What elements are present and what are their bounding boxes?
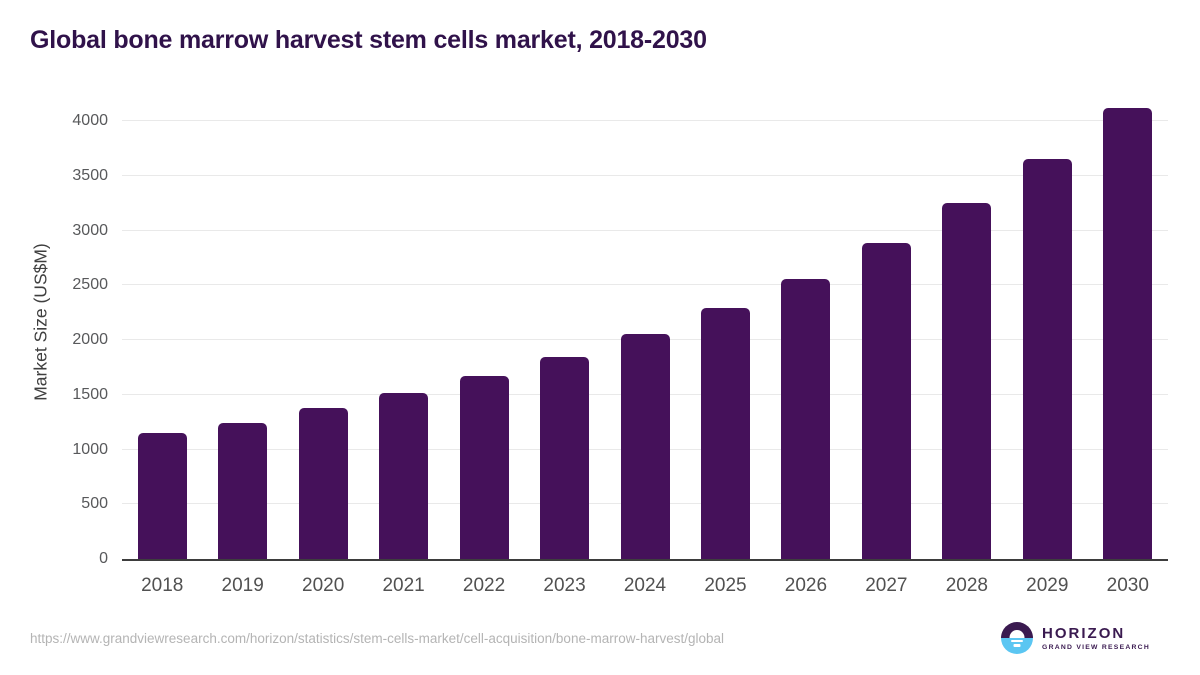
x-tick-label: 2023: [543, 575, 586, 596]
page-title: Global bone marrow harvest stem cells ma…: [30, 26, 707, 54]
x-tick-label: 2028: [945, 575, 988, 596]
bar-2021: [379, 393, 429, 559]
gridline: [122, 120, 1168, 121]
sun-dome-shape: [1009, 630, 1025, 638]
bar-chart-plot-area: 0 500 1000 1500 2000 2500 3000 3500 4000 2018 2019…: [72, 100, 1168, 596]
x-tick-label: 2026: [784, 575, 828, 596]
bar-2026: [781, 279, 831, 559]
bar-2018: [137, 432, 187, 559]
y-tick-label: 3500: [72, 166, 108, 184]
y-tick-label: 2000: [72, 331, 108, 348]
gridline: [122, 284, 1168, 286]
y-tick-label: 2500: [72, 276, 108, 294]
bar-2024: [620, 333, 670, 559]
x-tick-label: 2025: [704, 575, 747, 596]
gridline: [122, 174, 1168, 176]
horizon-logo: HORIZON GRAND VIEW RESEARCH: [1001, 622, 1150, 654]
bar-2030: [1103, 108, 1153, 559]
bar-2019: [218, 422, 268, 559]
y-tick-label: 0: [99, 550, 108, 567]
bar-2025: [700, 308, 750, 559]
logo-brand-name: HORIZON: [1042, 624, 1126, 642]
y-axis-title: Market Size (US$M): [30, 243, 51, 401]
x-tick-label: 2030: [1106, 575, 1149, 596]
bar-2027: [861, 243, 911, 559]
x-tick-label: 2018: [141, 575, 184, 596]
x-tick-label: 2020: [302, 575, 345, 596]
y-tick-label: 1000: [72, 440, 108, 458]
y-tick-label: 500: [81, 495, 108, 513]
logo-text: HORIZON GRAND VIEW RESEARCH: [1042, 624, 1150, 651]
horizon-sun-icon: [1001, 622, 1034, 654]
x-tick-label: 2022: [462, 575, 506, 596]
x-tick-label: 2019: [221, 575, 264, 596]
x-tick-label: 2027: [865, 575, 908, 596]
sun-reflection-dash: [1011, 639, 1024, 643]
sun-reflection-dash: [1013, 644, 1021, 647]
bar-2023: [540, 356, 590, 559]
bar-2022: [459, 376, 509, 559]
y-tick-label: 4000: [72, 112, 108, 129]
bar-2020: [298, 408, 348, 559]
gridline: [122, 229, 1168, 231]
y-tick-label: 1500: [72, 385, 108, 403]
x-tick-label: 2024: [623, 575, 667, 596]
logo-company-name: GRAND VIEW RESEARCH: [1042, 643, 1150, 651]
x-tick-label: 2029: [1026, 575, 1069, 596]
bar-2029: [1022, 158, 1072, 559]
source-url: https://www.grandviewresearch.com/horizo…: [30, 631, 725, 646]
y-tick-label: 3000: [72, 221, 108, 239]
bar-2028: [942, 203, 992, 559]
x-tick-label: 2021: [382, 575, 425, 596]
